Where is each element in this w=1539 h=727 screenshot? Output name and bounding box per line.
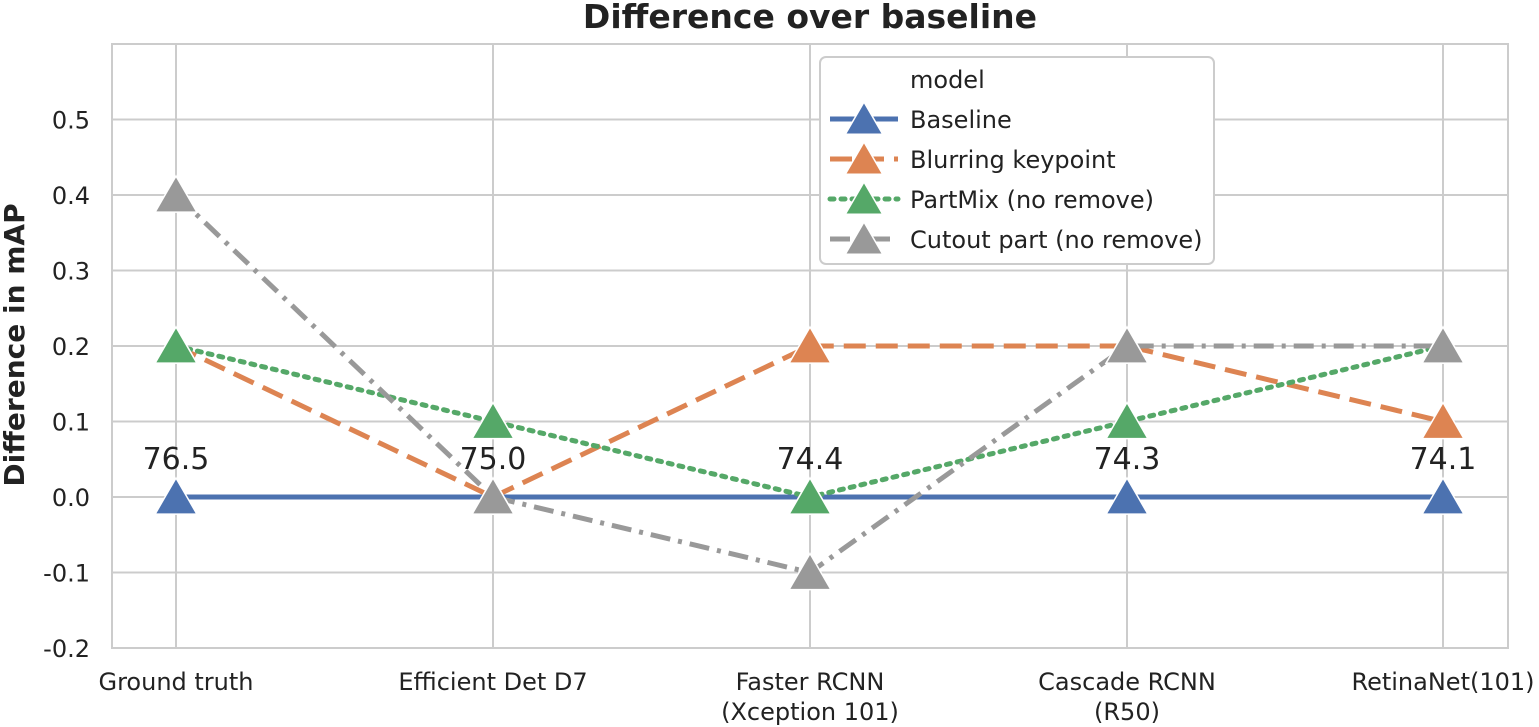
legend-label: PartMix (no remove) — [910, 186, 1154, 214]
x-axis-ticks: Ground truth Efficient Det D7 Faster RCNN(… — [98, 668, 1534, 726]
y-tick-label: 0.5 — [52, 107, 90, 135]
y-tick-label: -0.2 — [43, 635, 90, 663]
baseline-value-label: 75.0 — [460, 442, 527, 477]
x-tick-label: (R50) — [1094, 698, 1160, 726]
legend-marker — [843, 180, 885, 216]
series-marker — [1104, 401, 1150, 440]
legend-box — [819, 56, 1215, 265]
series-line — [174, 343, 1444, 500]
series-marker — [787, 552, 833, 591]
chart-title: Difference over baseline — [583, 0, 1037, 36]
x-tick-label: Faster RCNN — [736, 668, 885, 696]
y-tick-label: 0.2 — [52, 333, 90, 361]
legend-label: Baseline — [910, 106, 1012, 134]
legend-marker — [843, 140, 885, 176]
legend-label: Blurring keypoint — [910, 146, 1116, 174]
x-tick-label: (Xception 101) — [721, 698, 899, 726]
x-tick-label: Ground truth — [98, 668, 253, 696]
series-marker — [470, 401, 516, 440]
data-annotations: 76.5 75.0 74.4 74.3 74.1 — [143, 442, 1477, 477]
legend: model Baseline Blurring keypoint PartMix (… — [819, 56, 1215, 265]
legend-label: Cutout part (no remove) — [910, 226, 1203, 254]
series-marker — [1420, 401, 1466, 440]
y-axis-label: Difference in mAP — [0, 203, 31, 486]
y-tick-label: 0.4 — [52, 182, 90, 210]
x-tick-label: Efficient Det D7 — [398, 668, 587, 696]
x-tick-label: RetinaNet(101) — [1351, 668, 1534, 696]
series-marker — [1104, 325, 1150, 364]
baseline-value-label: 76.5 — [143, 442, 210, 477]
legend-marker — [843, 220, 885, 256]
series-marker — [153, 476, 199, 515]
legend-title: model — [910, 66, 985, 94]
baseline-value-label: 74.1 — [1410, 442, 1477, 477]
series-marker — [787, 476, 833, 515]
y-tick-label: 0.1 — [52, 409, 90, 437]
legend-marker — [843, 100, 885, 136]
baseline-value-label: 74.3 — [1094, 442, 1161, 477]
y-tick-label: -0.1 — [43, 560, 90, 588]
series-marker — [1420, 476, 1466, 515]
series-marker — [787, 325, 833, 364]
y-axis-ticks: -0.2 -0.1 0.0 0.1 0.2 0.3 0.4 0.5 — [43, 107, 90, 664]
series-marker — [153, 325, 199, 364]
x-tick-label: Cascade RCNN — [1038, 668, 1216, 696]
series-marker — [153, 174, 199, 213]
series-marker — [1420, 325, 1466, 364]
baseline-value-label: 74.4 — [777, 442, 844, 477]
y-tick-label: 0.3 — [52, 258, 90, 286]
series-marker — [470, 476, 516, 515]
plot-area: 76.5 75.0 74.4 74.3 74.1 — [111, 43, 1509, 649]
series-marker — [1104, 476, 1150, 515]
markers — [153, 174, 1466, 591]
y-tick-label: 0.0 — [52, 484, 90, 512]
